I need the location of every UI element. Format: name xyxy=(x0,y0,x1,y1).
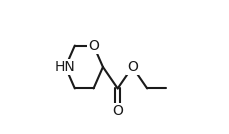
Text: O: O xyxy=(88,39,98,53)
Text: HN: HN xyxy=(55,60,76,74)
Text: O: O xyxy=(126,60,137,74)
Text: O: O xyxy=(112,104,123,118)
